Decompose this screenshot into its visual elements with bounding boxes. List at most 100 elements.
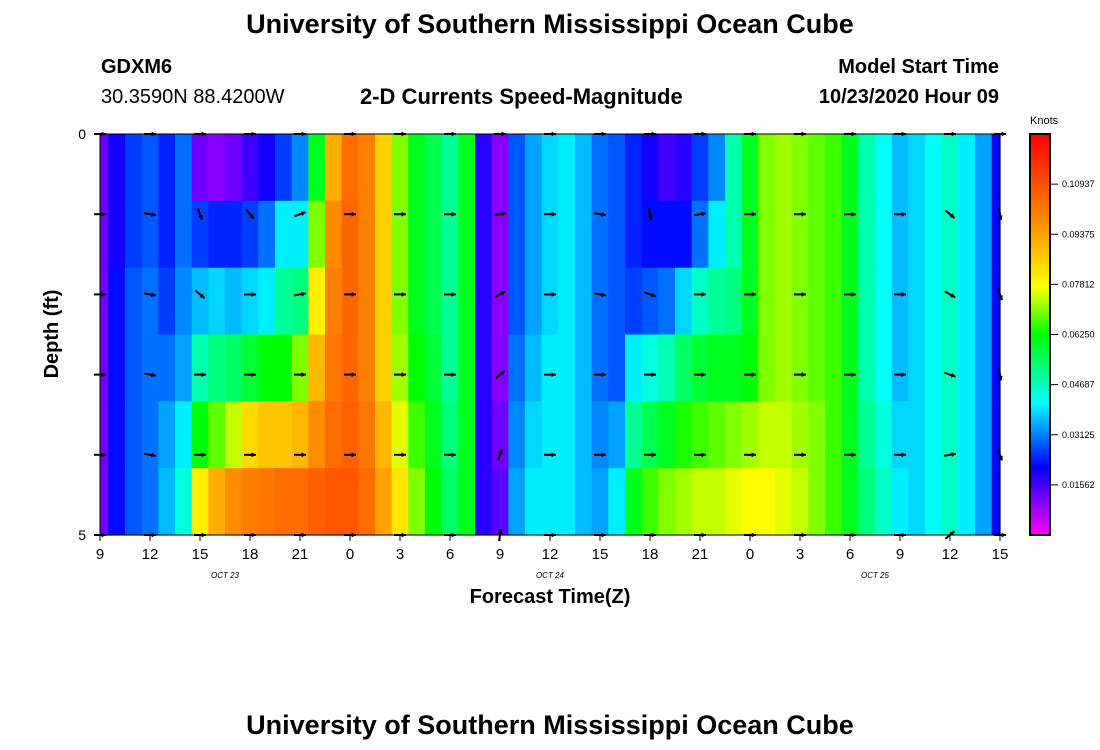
current-vector-arrow (944, 371, 956, 378)
heat-cell (725, 200, 743, 269)
heat-cell (508, 401, 526, 469)
heat-cell (791, 134, 809, 202)
current-vector-arrow (944, 209, 956, 219)
heat-cell (641, 267, 659, 336)
vector-head (901, 452, 906, 458)
heat-cell (158, 468, 176, 536)
colorbar-tick-label: 0.10937 (1062, 179, 1095, 189)
heat-cell (391, 134, 409, 202)
current-vector-arrow (444, 292, 456, 297)
heat-cell (991, 134, 1001, 202)
heat-cell (575, 334, 593, 402)
heat-cell (958, 468, 976, 536)
heat-cell (291, 401, 309, 469)
model-start-time: 10/23/2020 Hour 09 (818, 86, 999, 108)
heat-cell (658, 334, 676, 402)
vector-head (201, 452, 206, 458)
heat-cell (358, 267, 376, 336)
heat-cell (891, 134, 909, 202)
vector-head (451, 292, 456, 297)
heat-cell (541, 267, 559, 336)
current-vector-arrow (344, 452, 356, 458)
heat-cell (225, 200, 243, 269)
heat-cell (458, 134, 476, 202)
heat-cell (625, 334, 643, 402)
colorbar-tick-label: 0.09375 (1062, 229, 1095, 239)
heat-cell (125, 401, 143, 469)
current-vector-arrow (944, 290, 956, 299)
vector-head (601, 292, 606, 298)
heat-cell (375, 334, 393, 402)
vector-head (751, 372, 756, 377)
heat-cell (775, 267, 793, 336)
heat-cell (358, 468, 376, 536)
heat-cell (775, 200, 793, 269)
current-vector-arrow (244, 372, 256, 377)
heat-cell (875, 200, 893, 269)
heat-cell (100, 200, 109, 269)
heat-cell (958, 267, 976, 336)
heat-cell (458, 401, 476, 469)
heat-cell (191, 334, 209, 402)
heat-cell (241, 401, 259, 469)
heat-cell (408, 200, 426, 269)
x-tick-label: 6 (846, 546, 854, 563)
heat-cell (175, 134, 193, 202)
heat-cell (208, 200, 226, 269)
vector-head (101, 372, 106, 377)
heat-cell (191, 267, 209, 336)
vector-head (151, 452, 156, 458)
heat-cell (725, 267, 743, 336)
current-vector-arrow (197, 208, 203, 221)
x-axis-label: Forecast Time(Z) (470, 586, 631, 608)
colorbar-tick-label: 0.04687 (1062, 380, 1095, 390)
heat-cell (508, 134, 526, 202)
heat-cell (991, 267, 1001, 336)
y-axis-label: Depth (ft) (41, 290, 63, 379)
heat-cell (158, 334, 176, 402)
heat-cell (100, 401, 109, 469)
heat-cell (308, 334, 326, 402)
vector-head (601, 372, 606, 377)
vector-head (950, 372, 956, 378)
heatmap-cells (100, 134, 1001, 536)
heat-cell (175, 200, 193, 269)
current-vector-arrow (594, 452, 606, 458)
heat-cell (258, 401, 276, 469)
x-tick-label: 9 (896, 546, 904, 563)
x-tick-label: 15 (192, 546, 209, 563)
heat-cell (625, 200, 643, 269)
heat-cell (408, 134, 426, 202)
x-tick-label: 18 (242, 546, 259, 563)
heat-cell (675, 334, 693, 402)
vector-head (501, 211, 506, 217)
x-tick-label: 21 (292, 546, 309, 563)
heat-cell (541, 334, 559, 402)
heat-cell (441, 267, 459, 336)
date-label: OCT 23 (211, 571, 240, 580)
heat-cell (391, 200, 409, 269)
heat-cell (325, 267, 343, 336)
vector-head (101, 292, 106, 297)
heat-cell (391, 267, 409, 336)
heat-cell (258, 468, 276, 536)
heat-cell (841, 334, 859, 402)
heat-cell (358, 401, 376, 469)
heat-cell (558, 134, 576, 202)
heat-cell (975, 334, 993, 402)
heat-cell (591, 401, 609, 469)
heat-cell (341, 267, 359, 336)
current-vector-arrow (744, 452, 756, 458)
heat-cell (841, 468, 859, 536)
heat-cell (641, 334, 659, 402)
heat-cell (908, 334, 926, 402)
heat-cell (625, 401, 643, 469)
heat-cell (475, 401, 493, 469)
colorbar-tick-label: 0.07812 (1062, 279, 1095, 289)
vector-head (651, 452, 656, 458)
vector-head (151, 372, 156, 378)
heat-cell (275, 401, 293, 469)
vector-head (701, 211, 706, 217)
heat-cell (108, 468, 126, 536)
x-tick-label: 9 (496, 546, 504, 563)
